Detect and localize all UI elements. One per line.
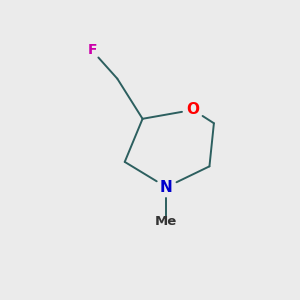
Text: O: O (187, 102, 200, 117)
Text: F: F (87, 44, 97, 57)
Text: N: N (160, 180, 173, 195)
Text: Me: Me (155, 215, 178, 228)
